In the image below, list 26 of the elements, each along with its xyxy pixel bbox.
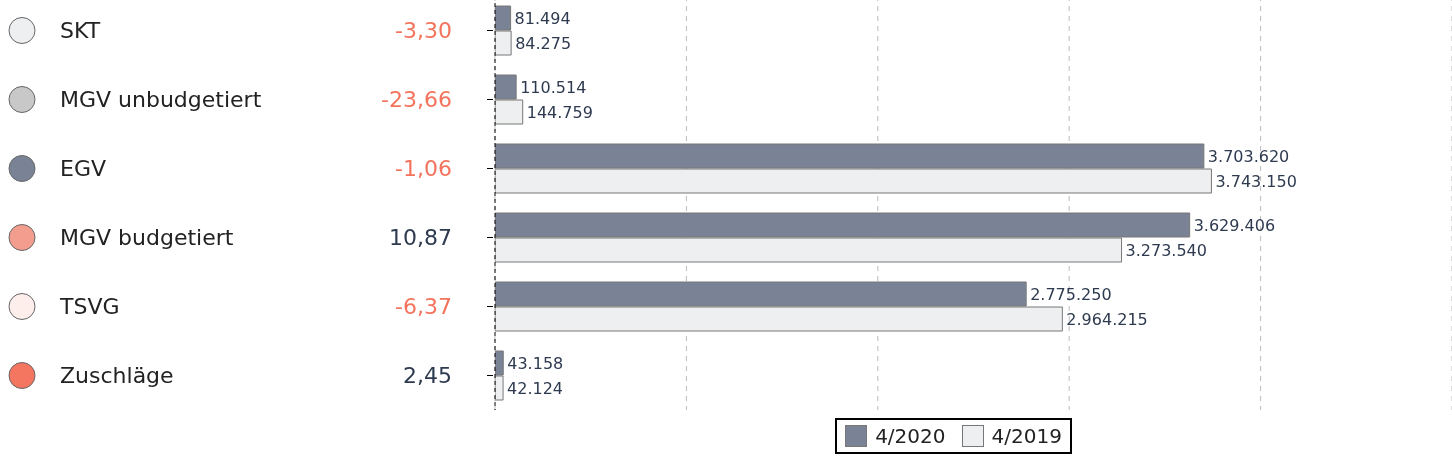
text: -23,66 bbox=[381, 87, 452, 113]
data-label: 81.494 bbox=[514, 8, 571, 28]
data-label: 3.629.406 bbox=[1193, 215, 1276, 235]
y-tick-label: TSVG bbox=[59, 294, 120, 320]
legend-label: 4/2019 bbox=[990, 424, 1062, 448]
data-label: 3.703.620 bbox=[1207, 146, 1290, 166]
text: -1,06 bbox=[395, 156, 452, 182]
data-label: 3.273.540 bbox=[1125, 240, 1207, 260]
data-label: 3.743.150 bbox=[1215, 171, 1297, 191]
data-label: 42.124 bbox=[507, 378, 564, 398]
legend-label: 4/2020 bbox=[874, 424, 946, 448]
y-tick-label: Zuschläge bbox=[60, 363, 174, 389]
data-label: 84.275 bbox=[515, 33, 572, 53]
text: 2,45 bbox=[403, 363, 452, 389]
data-label: 2.964.215 bbox=[1066, 309, 1148, 329]
data-label: 2.775.250 bbox=[1030, 284, 1112, 304]
y-tick-label: MGV budgetiert bbox=[60, 225, 234, 251]
y-tick-label: SKT bbox=[60, 18, 101, 44]
data-label: 43.158 bbox=[507, 353, 564, 373]
data-label: 144.759 bbox=[526, 102, 593, 122]
text: -6,37 bbox=[395, 294, 452, 320]
y-tick-label: EGV bbox=[60, 156, 106, 182]
text: -3,30 bbox=[395, 18, 452, 44]
data-label: 110.514 bbox=[520, 77, 587, 97]
text: 10,87 bbox=[389, 225, 452, 251]
y-tick-label: MGV unbudgetiert bbox=[60, 87, 262, 113]
